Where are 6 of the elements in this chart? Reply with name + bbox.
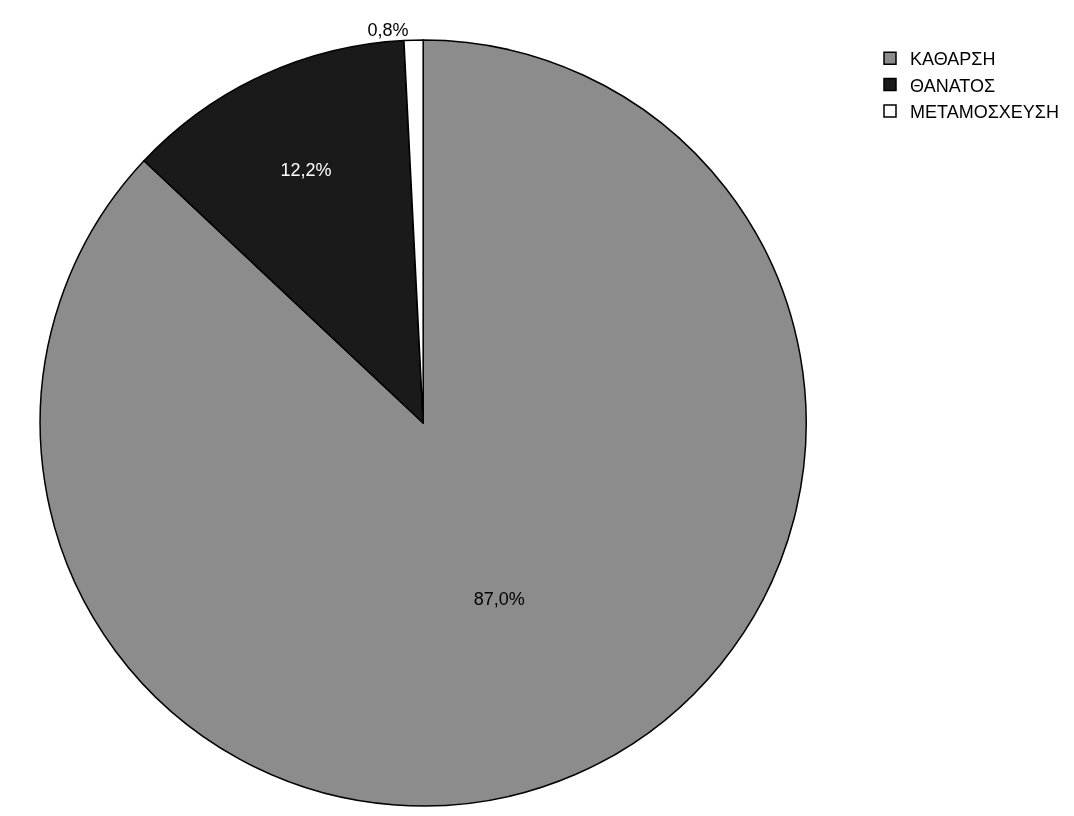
data-label: 12,2% xyxy=(280,160,332,181)
legend-label: ΜΕΤΑΜΟΣΧΕΥΣΗ xyxy=(910,102,1059,123)
legend-label: ΘΑΝΑΤΟΣ xyxy=(910,75,996,96)
data-label: 0,8% xyxy=(367,20,409,41)
legend-label: ΚΑΘΑΡΣΗ xyxy=(910,49,996,70)
data-label: 87,0% xyxy=(473,588,525,609)
